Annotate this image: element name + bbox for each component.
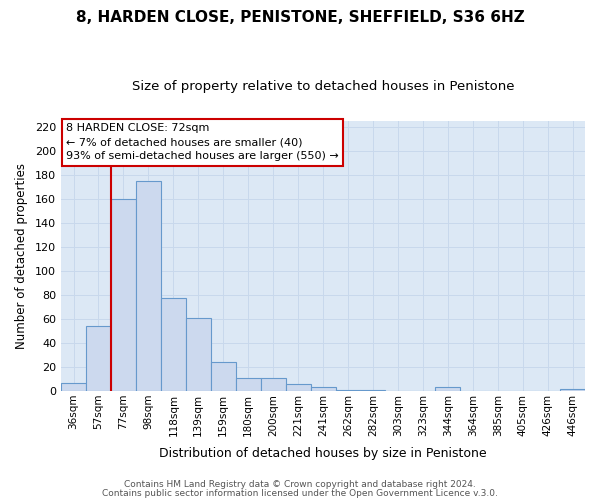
Text: 8, HARDEN CLOSE, PENISTONE, SHEFFIELD, S36 6HZ: 8, HARDEN CLOSE, PENISTONE, SHEFFIELD, S… [76, 10, 524, 25]
X-axis label: Distribution of detached houses by size in Penistone: Distribution of detached houses by size … [159, 447, 487, 460]
Bar [560, 388, 585, 391]
Bar [111, 198, 136, 391]
Title: Size of property relative to detached houses in Penistone: Size of property relative to detached ho… [132, 80, 514, 93]
Bar [335, 390, 361, 391]
Bar [186, 318, 211, 391]
Y-axis label: Number of detached properties: Number of detached properties [15, 163, 28, 349]
Bar [311, 388, 335, 391]
Bar [361, 390, 385, 391]
Bar [86, 326, 111, 391]
Text: Contains public sector information licensed under the Open Government Licence v.: Contains public sector information licen… [102, 488, 498, 498]
Bar [161, 298, 186, 391]
Text: Contains HM Land Registry data © Crown copyright and database right 2024.: Contains HM Land Registry data © Crown c… [124, 480, 476, 489]
Bar [236, 378, 260, 391]
Text: 8 HARDEN CLOSE: 72sqm
← 7% of detached houses are smaller (40)
93% of semi-detac: 8 HARDEN CLOSE: 72sqm ← 7% of detached h… [66, 124, 339, 162]
Bar [286, 384, 311, 391]
Bar [211, 362, 236, 391]
Bar [260, 378, 286, 391]
Bar [136, 180, 161, 391]
Bar [61, 382, 86, 391]
Bar [436, 388, 460, 391]
